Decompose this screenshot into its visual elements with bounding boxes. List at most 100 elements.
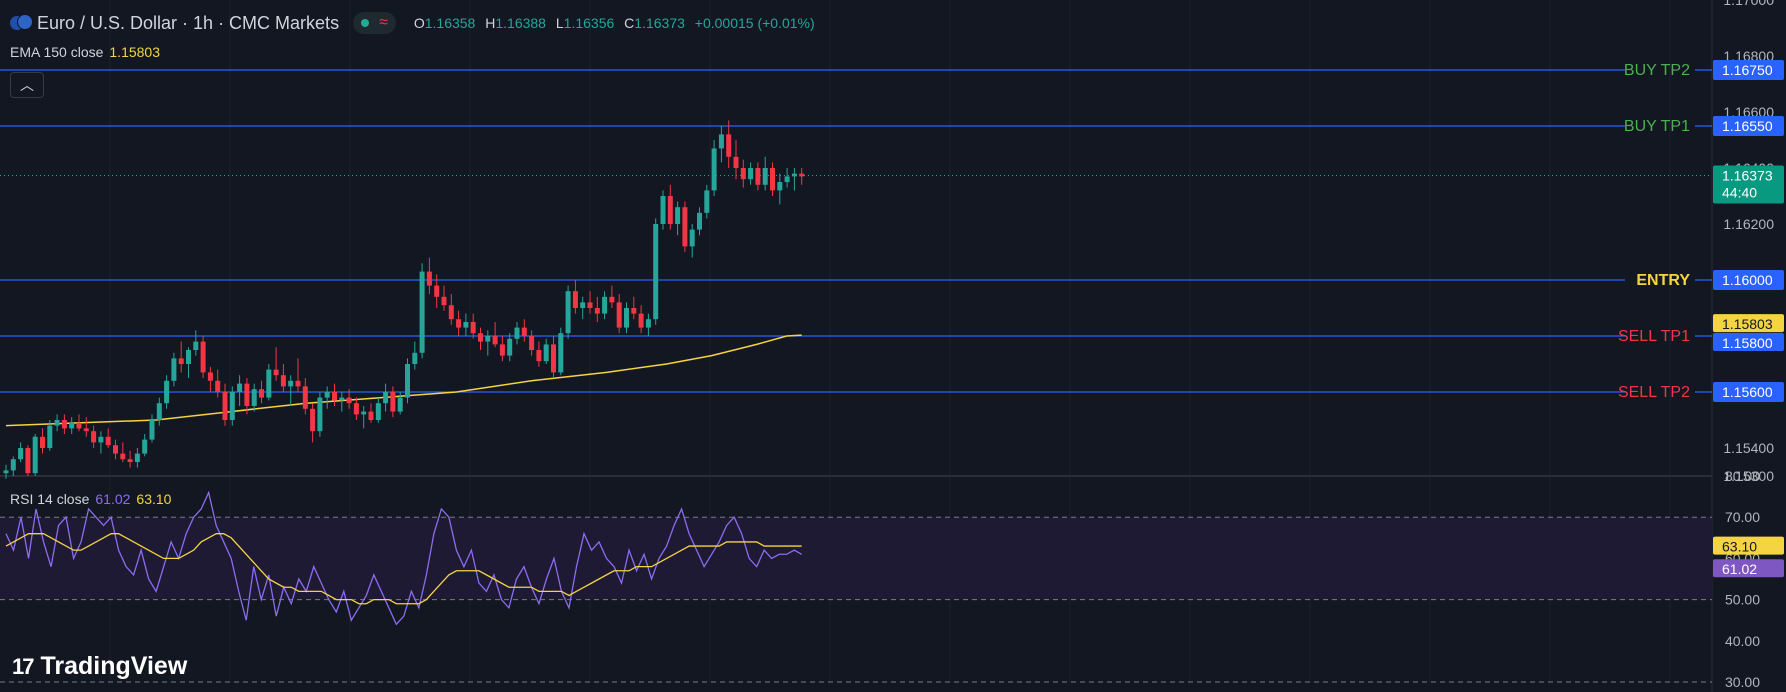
- candle-body: [346, 397, 352, 404]
- candle-body: [266, 369, 272, 398]
- candle-body: [507, 338, 513, 356]
- candle-body: [149, 420, 155, 440]
- rsi-legend-label: RSI 14 close: [10, 491, 90, 507]
- candle-body: [76, 422, 82, 429]
- candle-body: [762, 168, 768, 185]
- candle-body: [704, 190, 710, 213]
- candle-body: [645, 319, 651, 328]
- candle-body: [302, 386, 308, 409]
- close-label: C: [624, 15, 635, 31]
- candle-body: [726, 134, 732, 157]
- candle-body: [514, 327, 520, 339]
- candle-body: [441, 296, 447, 306]
- price-axis[interactable]: 1.170001.168001.166001.164001.162001.154…: [1713, 0, 1786, 692]
- candle-body: [40, 436, 45, 448]
- candle-body: [259, 389, 264, 398]
- candle-body: [609, 296, 615, 303]
- low-value: 1.16356: [563, 15, 615, 31]
- candle-body: [229, 392, 235, 420]
- candle-body: [142, 439, 148, 454]
- candle-body: [83, 428, 89, 432]
- candle-body: [375, 403, 381, 420]
- candle-body: [25, 448, 31, 474]
- level-price-tag-bg: [1713, 270, 1784, 290]
- candle-body: [18, 448, 24, 460]
- level-price-tag: 1.16550: [1722, 118, 1773, 134]
- rsi-lines: [5, 490, 803, 626]
- candle-body: [412, 352, 418, 364]
- candle-body: [426, 271, 432, 286]
- level-label: SELL TP2: [1618, 384, 1690, 401]
- rsi-tick-label: 80.00: [1725, 468, 1760, 484]
- candle-body: [54, 420, 60, 426]
- candle-body: [492, 336, 498, 345]
- tradingview-brand[interactable]: 17 TradingView: [12, 652, 187, 681]
- ema-150-line: [5, 334, 802, 427]
- ema-line: [5, 334, 802, 427]
- level-price-tag: 1.15800: [1722, 335, 1773, 351]
- candle-body: [697, 212, 702, 230]
- candle-body: [784, 176, 790, 182]
- candle-body: [594, 308, 600, 314]
- price-tick-label: 1.16200: [1723, 216, 1774, 232]
- candle-body: [310, 408, 316, 432]
- high-value: 1.16388: [495, 15, 546, 31]
- candle-body: [105, 436, 111, 446]
- candle-body: [186, 350, 191, 364]
- candle-body: [3, 470, 9, 474]
- candle-body: [200, 341, 206, 373]
- candle-body: [770, 168, 775, 191]
- candle-body: [419, 271, 425, 353]
- candle-body: [390, 392, 396, 412]
- rsi-tick-label: 50.00: [1725, 592, 1760, 608]
- candle-body: [748, 168, 754, 180]
- candle-body: [215, 380, 221, 392]
- symbol-header: Euro / U.S. Dollar · 1h · CMC Markets ≈ …: [10, 12, 815, 34]
- ema-legend-value: 1.15803: [109, 44, 160, 60]
- candle-body: [91, 431, 97, 443]
- low-label: L: [555, 15, 564, 31]
- rsi-tick-label: 70.00: [1725, 509, 1760, 525]
- candle-body: [682, 207, 688, 247]
- euro-dollar-flag-icon[interactable]: [10, 12, 33, 34]
- market-open-dot-icon: [361, 19, 370, 27]
- tradingview-wordmark: TradingView: [40, 652, 188, 680]
- candle-body: [32, 436, 38, 474]
- candle-body: [134, 453, 140, 462]
- rsi-value-tag-bg: [1713, 559, 1784, 578]
- rsi-band-fill: [0, 517, 1712, 600]
- candle-body: [339, 397, 345, 401]
- candle-body: [273, 369, 279, 376]
- candlesticks: [3, 120, 805, 479]
- collapse-legend-button[interactable]: ︿: [10, 72, 44, 98]
- candle-body: [156, 403, 162, 420]
- candle-body: [799, 173, 805, 177]
- ema-price-tag-bg: [1713, 314, 1784, 333]
- rsi-ma-line: [5, 533, 802, 605]
- candle-body: [280, 375, 286, 387]
- candle-body: [10, 459, 16, 471]
- level-price-tag-bg: [1713, 333, 1784, 351]
- rsi-ma-tag: 63.10: [1722, 539, 1757, 555]
- symbol-title[interactable]: Euro / U.S. Dollar · 1h · CMC Markets: [37, 12, 340, 33]
- change-value: +0.00015 (+0.01%): [694, 15, 815, 31]
- candle-body: [434, 285, 440, 297]
- high-label: H: [485, 15, 496, 31]
- candle-body: [733, 156, 739, 168]
- candle-body: [543, 344, 549, 362]
- candle-body: [295, 380, 301, 387]
- candle-body: [602, 296, 608, 314]
- ema-legend[interactable]: EMA 150 close 1.15803: [10, 44, 160, 60]
- level-label: SELL TP1: [1618, 328, 1690, 345]
- candle-body: [397, 397, 403, 412]
- level-price-tag: 1.15600: [1722, 384, 1773, 400]
- candle-body: [164, 380, 170, 404]
- candle-body: [207, 372, 213, 381]
- rsi-tick-label: 30.00: [1725, 674, 1760, 690]
- candle-body: [383, 392, 389, 404]
- market-status-pill[interactable]: ≈: [353, 12, 396, 34]
- rsi-legend[interactable]: RSI 14 close 61.02 63.10: [10, 491, 171, 507]
- level-price-tag-bg: [1713, 116, 1784, 136]
- candle-body: [529, 336, 535, 350]
